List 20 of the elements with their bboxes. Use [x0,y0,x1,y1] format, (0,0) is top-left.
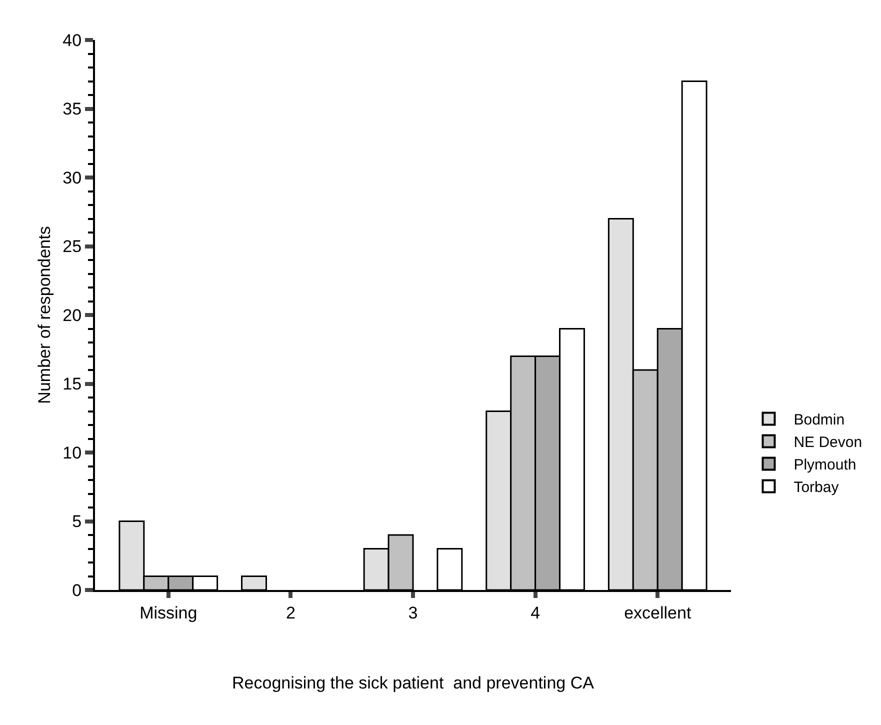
y-tick-label: 40 [62,30,82,50]
legend-label: NE Devon [794,434,862,452]
y-tick-label: 25 [62,237,82,256]
x-tick-label: 3 [408,603,418,622]
y-tick-label: 10 [62,443,82,462]
x-tick-label: 2 [286,603,296,622]
y-tick-label: 15 [62,374,82,394]
x-axis-title: Recognising the sick patient and preventing CA [232,673,595,692]
y-tick-label: 5 [72,512,82,532]
legend-label: Torbay [794,479,840,496]
y-axis-title: Number of respondents [35,226,54,404]
legend-label: Plymouth [794,456,856,474]
y-tick-label: 0 [72,580,82,600]
x-tick-label: excellent [624,603,692,622]
y-tick-label: 35 [62,100,82,119]
x-tick-label: 4 [530,603,540,622]
y-tick-label: 20 [62,306,82,325]
legend-label: Bodmin [794,412,845,429]
x-tick-label: Missing [140,603,198,622]
y-tick-label: 30 [62,168,82,188]
